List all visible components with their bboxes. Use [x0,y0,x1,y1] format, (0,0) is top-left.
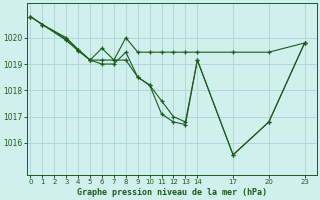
X-axis label: Graphe pression niveau de la mer (hPa): Graphe pression niveau de la mer (hPa) [77,188,267,197]
